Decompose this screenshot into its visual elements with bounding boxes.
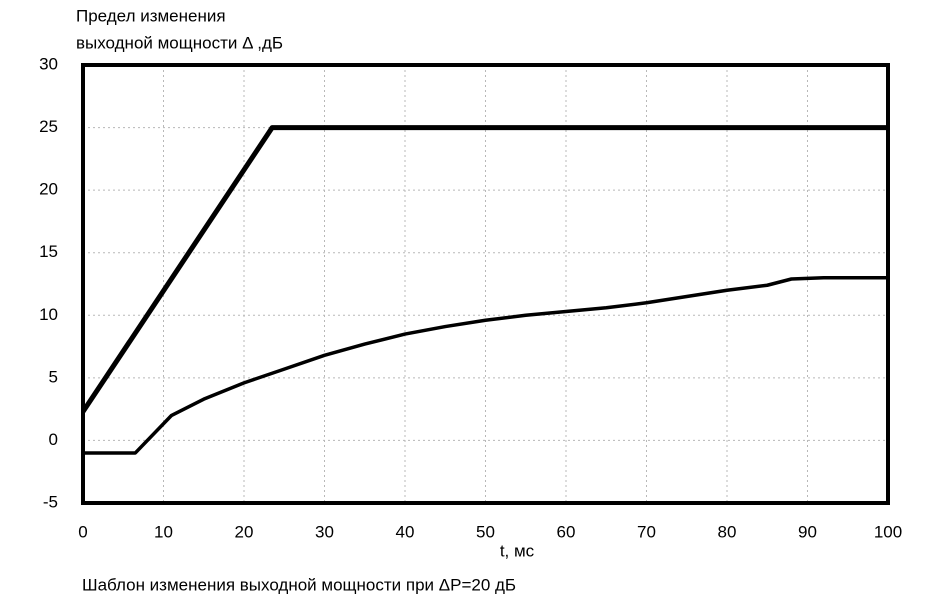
y-tick-label: 10	[39, 305, 58, 324]
y-tick-label: 20	[39, 180, 58, 199]
y-tick-label: -5	[43, 492, 58, 511]
x-tick-label: 30	[315, 522, 334, 541]
series-line	[83, 275, 888, 455]
y-axis-label: выходной мощности Δ ,дБ	[76, 33, 283, 52]
x-tick-label: 0	[78, 522, 87, 541]
x-tick-label: 80	[718, 522, 737, 541]
caption: Шаблон изменения выходной мощности при Δ…	[82, 575, 516, 594]
plot-frame	[81, 63, 890, 505]
y-tick-label: 30	[39, 54, 58, 73]
x-tick-label: 40	[396, 522, 415, 541]
x-tick-label: 20	[235, 522, 254, 541]
x-axis-label: t, мс	[500, 541, 535, 560]
y-tick-label: 0	[49, 430, 58, 449]
y-axis-label: Предел изменения	[76, 6, 226, 25]
y-tick-label: 5	[49, 367, 58, 386]
series-line	[80, 125, 888, 414]
x-tick-label: 70	[637, 522, 656, 541]
x-tick-label: 50	[476, 522, 495, 541]
x-tick-label: 100	[874, 522, 902, 541]
x-tick-label: 60	[557, 522, 576, 541]
x-tick-label: 90	[798, 522, 817, 541]
y-tick-label: 15	[39, 242, 58, 261]
y-tick-label: 25	[39, 117, 58, 136]
x-tick-label: 10	[154, 522, 173, 541]
